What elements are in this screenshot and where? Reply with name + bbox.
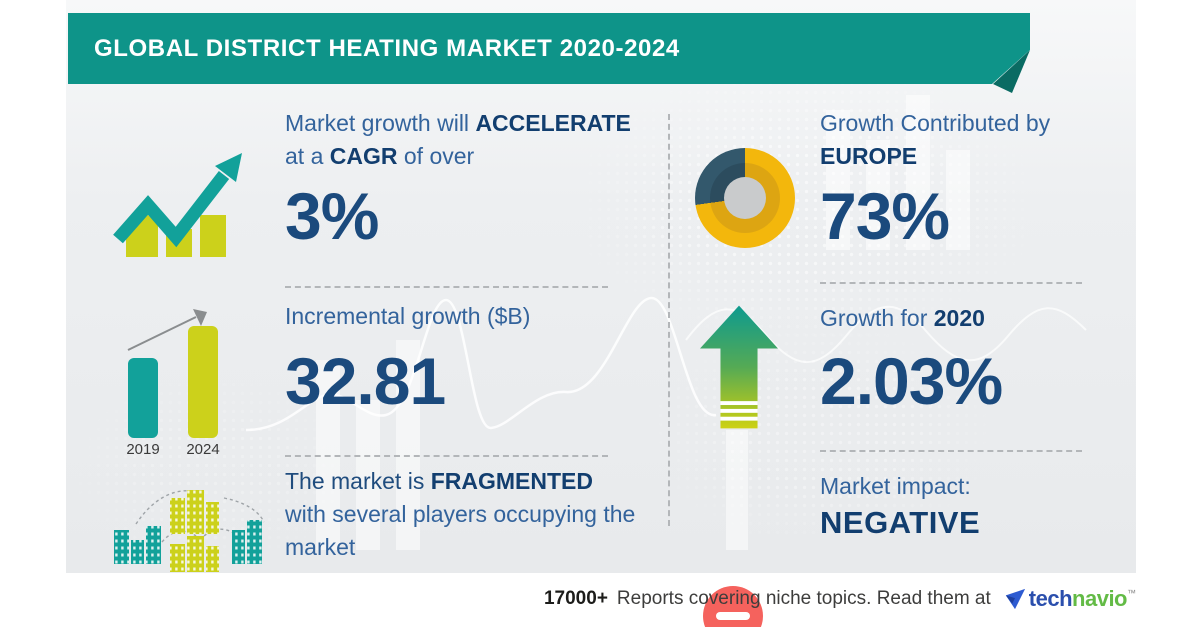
cagr-line1-text: Market growth will — [285, 110, 476, 136]
brand-first-word: tech — [1028, 586, 1073, 611]
donut-chart-icon — [695, 148, 795, 248]
stat-yoy-label: Growth for 2020 — [820, 302, 985, 335]
cagr-label: CAGR — [329, 143, 398, 169]
brand-second-word: navio — [1072, 586, 1127, 611]
bar-year-start-label: 2019 — [126, 441, 159, 456]
title-banner: GLOBAL DISTRICT HEATING MARKET 2020-2024 — [68, 13, 1030, 84]
structure-line3-text: market — [285, 534, 356, 560]
stat-incremental-label: Incremental growth ($B) — [285, 303, 531, 329]
technavio-logo[interactable]: tech navio ™ — [1004, 586, 1136, 612]
europe-contribution-label: Growth Contributed by — [820, 110, 1051, 136]
separator — [820, 282, 1082, 284]
brand-trademark: ™ — [1127, 588, 1136, 598]
cagr-line2-tail: of over — [397, 143, 475, 169]
stat-cagr-text: Market growth will ACCELERATE at a CAGR … — [285, 107, 631, 173]
stat-structure-text: The market is FRAGMENTED with several pl… — [285, 465, 635, 564]
cagr-accelerate-label: ACCELERATE — [475, 110, 631, 136]
stat-yoy-value: 2.03% — [820, 344, 1003, 418]
report-count: 17000+ — [543, 588, 608, 609]
structure-fragmented-label: FRAGMENTED — [430, 468, 593, 494]
technavio-arrow-icon — [1005, 588, 1025, 610]
impact-value: NEGATIVE — [820, 505, 981, 540]
footer-tagline: Reports covering niche topics. Read them… — [616, 588, 991, 609]
stat-cagr-value: 3% — [285, 179, 379, 253]
infographic-canvas: GLOBAL DISTRICT HEATING MARKET 2020-2024… — [66, 0, 1136, 627]
year-comparison-bars-icon: 2019 2024 — [126, 309, 220, 456]
stat-europe-text: Growth Contributed by EUROPE — [820, 107, 1050, 173]
column-divider — [668, 114, 670, 526]
structure-line2-text: with several players occupying the — [285, 501, 636, 527]
yoy-label-text: Growth for — [820, 305, 934, 331]
separator — [285, 286, 608, 288]
separator — [285, 455, 608, 457]
europe-region-label: EUROPE — [820, 143, 918, 169]
cagr-line2-text: at a — [285, 143, 330, 169]
growth-trend-icon — [113, 153, 242, 257]
minus-bar — [716, 612, 750, 620]
structure-line1-text: The market is — [285, 468, 431, 494]
yoy-year-label: 2020 — [933, 305, 985, 331]
bar-year-end-label: 2024 — [186, 441, 219, 456]
buildings-cluster-icon — [114, 489, 265, 572]
negative-impact-icon — [703, 586, 763, 627]
separator — [820, 450, 1082, 452]
donut-hole — [724, 177, 766, 219]
stat-incremental-value: 32.81 — [285, 344, 446, 418]
up-arrow-icon — [700, 305, 778, 429]
footer: 17000+ Reports covering niche topics. Re… — [544, 586, 1136, 612]
page-title: GLOBAL DISTRICT HEATING MARKET 2020-2024 — [94, 34, 680, 62]
stat-europe-value: 73% — [820, 179, 950, 253]
impact-label: Market impact: — [820, 473, 971, 499]
